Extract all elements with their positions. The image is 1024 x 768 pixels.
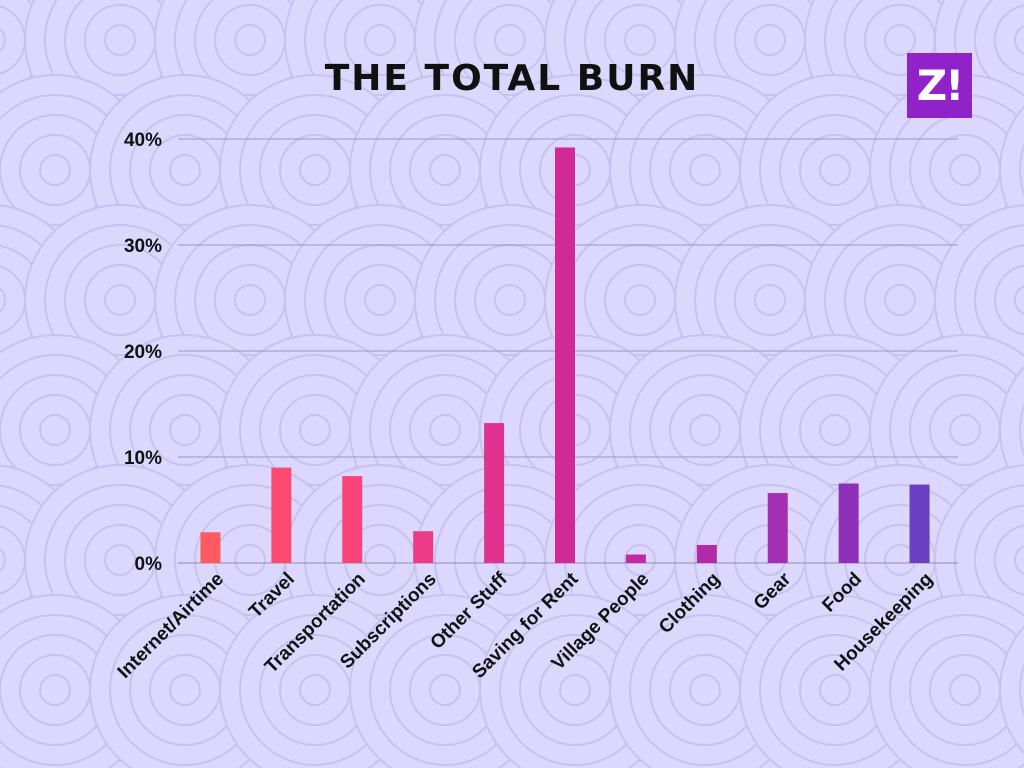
chart-title: THE TOTAL BURN	[324, 58, 700, 99]
bg-ring	[364, 24, 396, 56]
x-tick-label: Internet/Airtime	[114, 569, 228, 683]
bg-ring	[949, 674, 981, 706]
bg-ring	[299, 154, 331, 186]
x-tick-label: Travel	[245, 569, 299, 623]
bg-ring	[39, 154, 71, 186]
bar	[342, 476, 363, 563]
bg-ring	[364, 544, 396, 576]
bg-ring	[39, 414, 71, 446]
bg-ring	[884, 24, 916, 56]
bg-ring	[234, 284, 266, 316]
bg-ring	[689, 414, 721, 446]
bg-ring	[754, 24, 786, 56]
bg-ring	[949, 414, 981, 446]
bar	[767, 493, 788, 563]
bg-ring	[999, 365, 1024, 495]
x-tick-label: Gear	[750, 568, 796, 614]
bg-ring	[819, 154, 851, 186]
bg-ring	[39, 674, 71, 706]
bg-ring	[1019, 662, 1024, 718]
bg-ring	[1014, 25, 1024, 55]
bg-ring	[994, 4, 1024, 76]
bg-ring	[429, 674, 461, 706]
bg-ring	[1019, 142, 1024, 198]
bg-ring	[169, 154, 201, 186]
bar	[909, 484, 930, 563]
bg-ring	[169, 414, 201, 446]
bg-ring	[429, 414, 461, 446]
bg-ring	[429, 154, 461, 186]
bar	[271, 467, 292, 563]
bg-ring	[104, 544, 136, 576]
brand-logo: Z!	[907, 53, 972, 118]
bar	[555, 147, 575, 564]
bg-ring	[299, 674, 331, 706]
y-tick-label: 20%	[124, 342, 162, 363]
bg-ring	[1014, 545, 1024, 575]
y-tick-label: 10%	[124, 448, 162, 469]
bg-ring	[169, 674, 201, 706]
y-tick-label: 40%	[124, 130, 162, 151]
bg-ring	[494, 284, 526, 316]
bar	[625, 554, 646, 563]
bg-ring	[999, 105, 1024, 235]
bg-ring	[0, 287, 6, 313]
bg-ring	[624, 284, 656, 316]
bg-ring	[819, 674, 851, 706]
bg-ring	[689, 674, 721, 706]
bg-ring	[819, 414, 851, 446]
bg-ring	[994, 264, 1024, 336]
bg-ring	[559, 674, 591, 706]
bg-ring	[689, 154, 721, 186]
x-tick-label: Clothing	[655, 569, 724, 638]
bg-ring	[104, 24, 136, 56]
bar	[838, 483, 859, 563]
y-tick-label: 30%	[124, 236, 162, 257]
bg-ring	[949, 154, 981, 186]
bg-ring	[494, 24, 526, 56]
bg-ring	[234, 24, 266, 56]
bg-ring	[884, 284, 916, 316]
bg-ring	[994, 524, 1024, 596]
bar	[484, 423, 505, 563]
bg-ring	[754, 284, 786, 316]
bg-ring	[0, 27, 6, 53]
bg-ring	[364, 284, 396, 316]
bg-ring	[1014, 285, 1024, 315]
bg-ring	[0, 547, 6, 573]
bg-ring	[624, 24, 656, 56]
x-tick-label: Food	[818, 569, 866, 617]
bar	[696, 544, 717, 563]
bg-ring	[299, 414, 331, 446]
bar	[200, 532, 221, 563]
bar	[413, 531, 434, 563]
bg-ring	[234, 544, 266, 576]
bg-ring	[999, 625, 1024, 755]
y-tick-label: 0%	[135, 554, 163, 575]
bg-ring	[104, 284, 136, 316]
bg-ring	[1019, 402, 1024, 458]
